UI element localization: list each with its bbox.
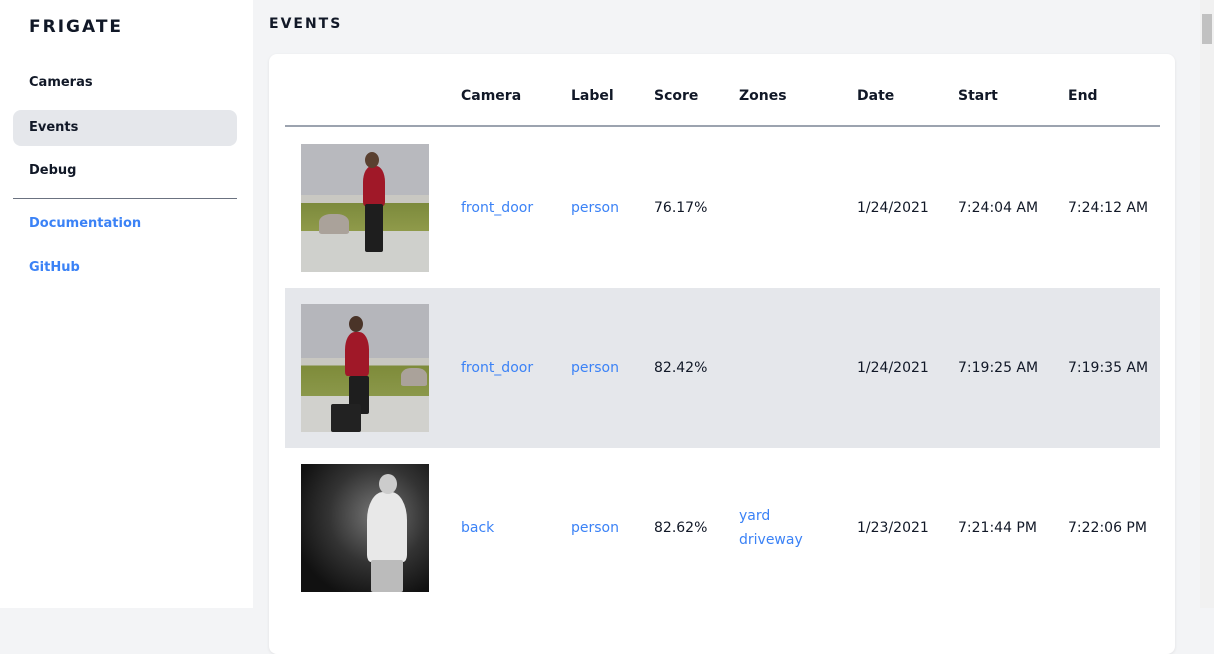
date: 1/24/2021 xyxy=(857,200,929,216)
event-thumbnail[interactable] xyxy=(301,144,429,272)
score: 76.17% xyxy=(654,200,708,216)
column-camera: Camera xyxy=(461,88,522,104)
brand-logo[interactable]: FRIGATE xyxy=(29,17,124,37)
column-zones: Zones xyxy=(739,88,787,104)
table-header: Camera Label Score Zones Date Start End xyxy=(285,54,1160,127)
zone-link[interactable]: yard xyxy=(739,508,771,524)
sidebar: FRIGATE Cameras Events Debug Documentati… xyxy=(0,0,253,608)
start-time: 7:24:04 AM xyxy=(958,200,1039,216)
date: 1/23/2021 xyxy=(857,520,929,536)
scrollbar[interactable] xyxy=(1200,0,1214,608)
events-table: Camera Label Score Zones Date Start End … xyxy=(269,54,1175,654)
date: 1/24/2021 xyxy=(857,360,929,376)
sidebar-item-events[interactable]: Events xyxy=(13,110,237,146)
label-link[interactable]: person xyxy=(571,360,619,376)
sidebar-divider xyxy=(13,198,237,199)
column-date: Date xyxy=(857,88,895,104)
sidebar-link-github[interactable]: GitHub xyxy=(29,260,80,275)
start-time: 7:19:25 AM xyxy=(958,360,1039,376)
table-row[interactable]: front_door person 76.17% 1/24/2021 7:24:… xyxy=(285,128,1160,288)
column-label: Label xyxy=(571,88,614,104)
event-thumbnail[interactable] xyxy=(301,304,429,432)
end-time: 7:19:35 AM xyxy=(1068,360,1149,376)
camera-link[interactable]: back xyxy=(461,520,495,536)
column-start: Start xyxy=(958,88,998,104)
zone-link[interactable]: driveway xyxy=(739,532,803,548)
score: 82.62% xyxy=(654,520,708,536)
sidebar-item-debug[interactable]: Debug xyxy=(29,163,77,178)
column-score: Score xyxy=(654,88,699,104)
sidebar-link-documentation[interactable]: Documentation xyxy=(29,216,142,231)
event-thumbnail[interactable] xyxy=(301,464,429,592)
end-time: 7:22:06 PM xyxy=(1068,520,1147,536)
zones: yard driveway xyxy=(739,448,803,608)
end-time: 7:24:12 AM xyxy=(1068,200,1149,216)
label-link[interactable]: person xyxy=(571,520,619,536)
score: 82.42% xyxy=(654,360,708,376)
camera-link[interactable]: front_door xyxy=(461,360,534,376)
scrollbar-thumb[interactable] xyxy=(1202,14,1212,44)
start-time: 7:21:44 PM xyxy=(958,520,1037,536)
sidebar-item-cameras[interactable]: Cameras xyxy=(29,75,93,90)
column-end: End xyxy=(1068,88,1098,104)
label-link[interactable]: person xyxy=(571,200,619,216)
camera-link[interactable]: front_door xyxy=(461,200,534,216)
page-title: EVENTS xyxy=(269,16,343,32)
table-row[interactable]: back person 82.62% yard driveway 1/23/20… xyxy=(285,448,1160,608)
table-row[interactable]: front_door person 82.42% 1/24/2021 7:19:… xyxy=(285,288,1160,448)
